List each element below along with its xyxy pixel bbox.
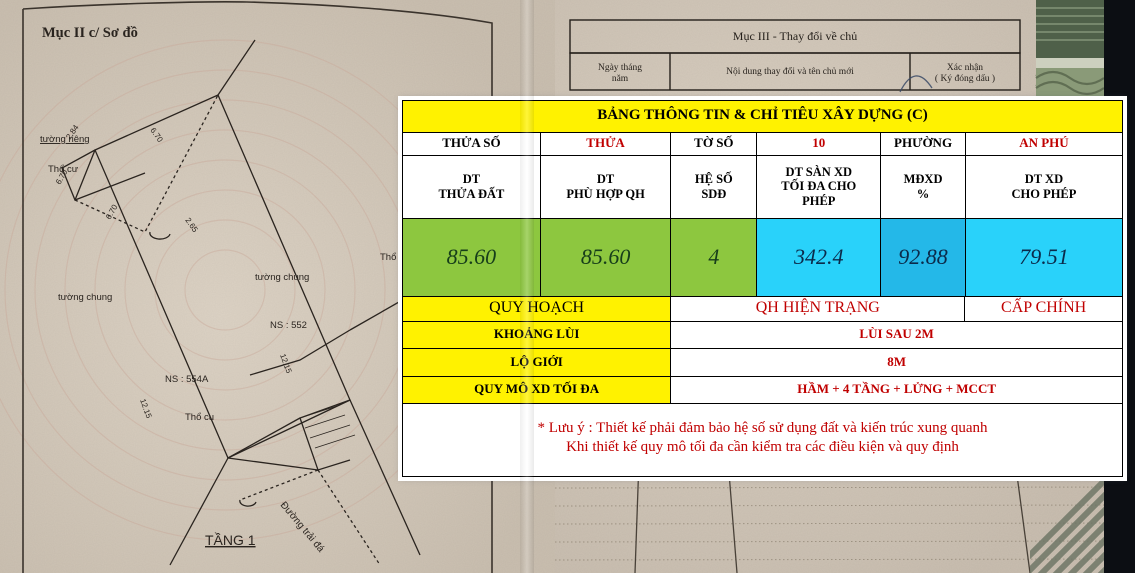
svg-text:Xác nhận: Xác nhận [947, 63, 983, 73]
svg-text:Thổ cu: Thổ cu [185, 412, 214, 423]
svg-text:tường chung: tường chung [255, 272, 309, 283]
svg-text:tường chung: tường chung [58, 292, 112, 303]
svg-text:( Ký đóng dấu ): ( Ký đóng dấu ) [935, 73, 995, 84]
svg-text:Mục II c/ Sơ đồ: Mục II c/ Sơ đồ [42, 25, 138, 41]
svg-text:Nội dung thay đổi và tên chủ m: Nội dung thay đổi và tên chủ mới [726, 66, 854, 77]
svg-text:NS : 554A: NS : 554A [165, 374, 209, 385]
svg-text:Mục III - Thay đổi về chủ: Mục III - Thay đổi về chủ [733, 29, 857, 43]
svg-text:NS : 552: NS : 552 [270, 320, 307, 331]
svg-text:năm: năm [612, 74, 629, 84]
svg-text:Ngày tháng: Ngày tháng [598, 63, 642, 73]
svg-text:TẦNG 1: TẦNG 1 [205, 532, 256, 548]
